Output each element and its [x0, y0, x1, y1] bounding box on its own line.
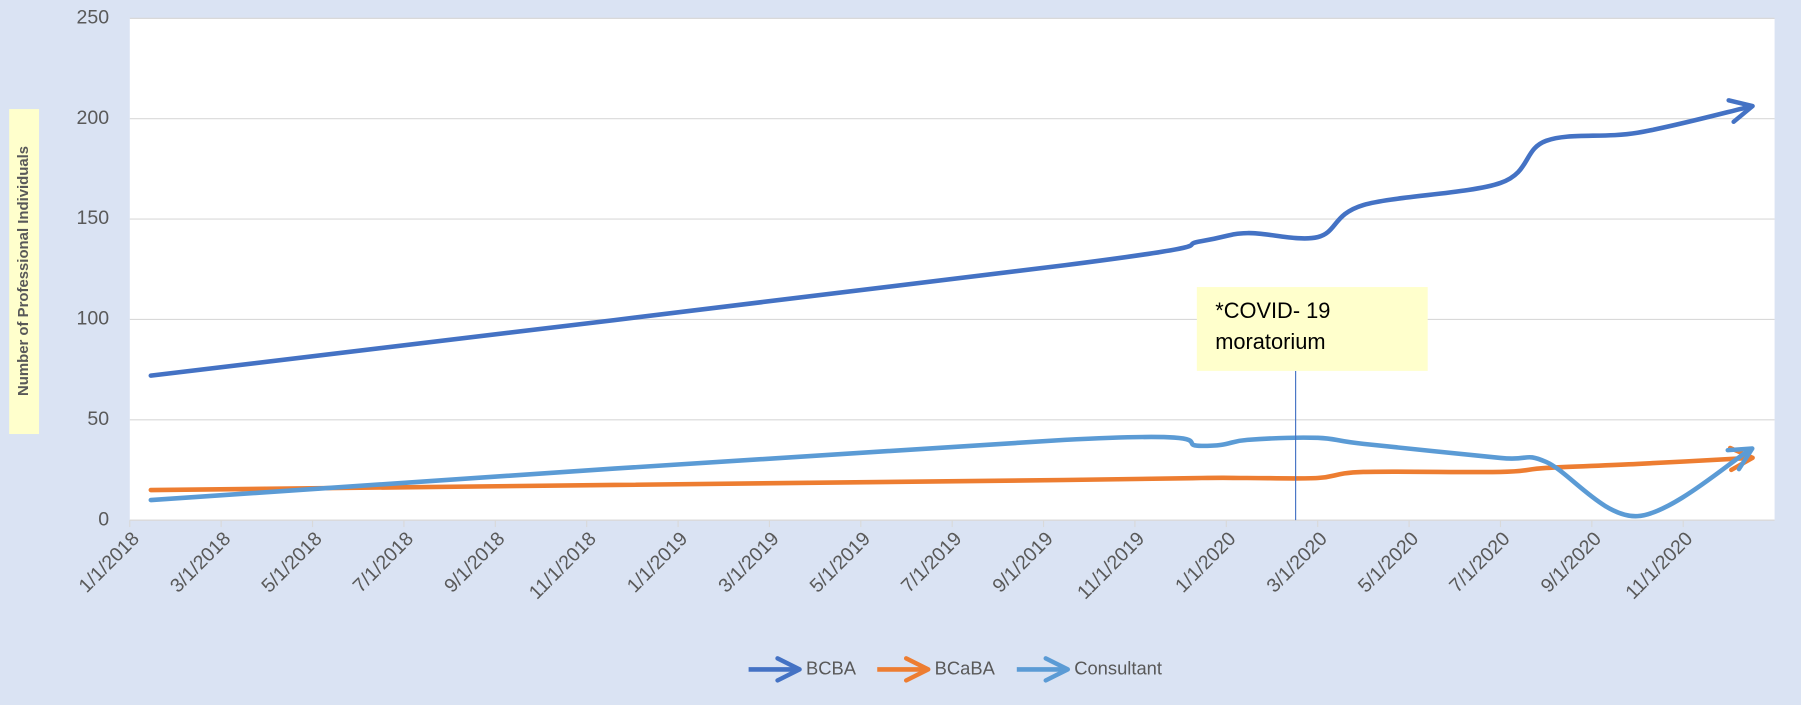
- y-tick-label: 50: [87, 408, 109, 430]
- legend-label: BCaBA: [935, 657, 996, 678]
- x-tick-label: 11/1/2018: [525, 528, 601, 604]
- y-axis-label: Number of Professional Individuals: [15, 146, 32, 396]
- x-tick-label: 3/1/2018: [166, 528, 235, 597]
- x-tick-label: 7/1/2018: [349, 528, 418, 597]
- series-line: [148, 98, 1755, 378]
- x-tick-label: 5/1/2020: [1354, 528, 1423, 597]
- x-tick-label: 9/1/2018: [440, 528, 509, 597]
- y-tick-label: 0: [98, 508, 109, 530]
- legend-label: BCBA: [806, 657, 857, 678]
- x-tick-label: 5/1/2018: [257, 528, 326, 597]
- x-tick-label: 9/1/2020: [1537, 528, 1606, 597]
- x-tick-label: 1/1/2018: [75, 528, 144, 597]
- annotation-wrap: *COVID- 19 moratorium: [1215, 299, 1331, 355]
- plot-area: [129, 18, 1775, 521]
- x-tick-label: 1/1/2020: [1171, 528, 1240, 597]
- series-line: [148, 434, 1755, 519]
- series-line: [148, 445, 1755, 493]
- x-tick-label: 11/1/2020: [1621, 528, 1697, 604]
- annotation-box: [1196, 287, 1428, 371]
- x-tick-label: 5/1/2019: [806, 528, 875, 597]
- y-tick-label: 150: [77, 207, 110, 229]
- x-tick-label: 7/1/2020: [1445, 528, 1514, 597]
- x-tick-label: 1/1/2019: [623, 528, 692, 597]
- y-label-box: [9, 109, 40, 435]
- x-tick-label: 11/1/2019: [1073, 528, 1149, 604]
- x-tick-label: 3/1/2019: [714, 528, 783, 597]
- y-tick-label: 100: [77, 308, 110, 330]
- x-tick-label: 3/1/2020: [1262, 528, 1331, 597]
- legend-label: Consultant: [1074, 657, 1162, 678]
- y-tick-label: 200: [77, 107, 110, 129]
- y-tick-label: 250: [77, 7, 110, 29]
- x-tick-label: 9/1/2019: [988, 528, 1057, 597]
- x-tick-label: 7/1/2019: [897, 528, 966, 597]
- annotation: *COVID- 19 moratorium: [1215, 299, 1331, 355]
